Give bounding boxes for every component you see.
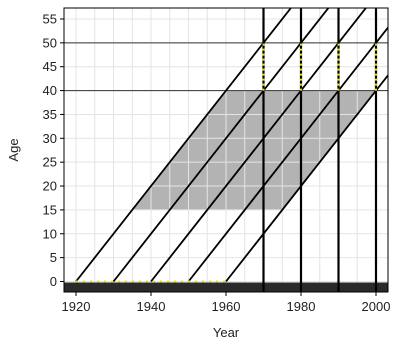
y-tick-label: 10 — [43, 226, 57, 241]
x-tick-label: 1980 — [287, 299, 316, 314]
y-tick-label: 30 — [43, 131, 57, 146]
x-tick-label: 2000 — [362, 299, 391, 314]
y-tick-label: 25 — [43, 155, 57, 170]
y-tick-label: 20 — [43, 179, 57, 194]
y-tick-label: 50 — [43, 35, 57, 50]
y-tick-label: 55 — [43, 11, 57, 26]
y-tick-label: 45 — [43, 59, 57, 74]
y-tick-label: 15 — [43, 202, 57, 217]
y-tick-label: 5 — [50, 250, 57, 265]
x-tick-label: 1920 — [62, 299, 91, 314]
x-tick-label: 1960 — [212, 299, 241, 314]
y-tick-label: 35 — [43, 107, 57, 122]
y-tick-label: 0 — [50, 274, 57, 289]
x-tick-label: 1940 — [137, 299, 166, 314]
plot-area — [64, 0, 395, 292]
x-axis-label: Year — [213, 325, 240, 340]
y-axis-label: Age — [6, 138, 21, 161]
y-tick-label: 40 — [43, 83, 57, 98]
